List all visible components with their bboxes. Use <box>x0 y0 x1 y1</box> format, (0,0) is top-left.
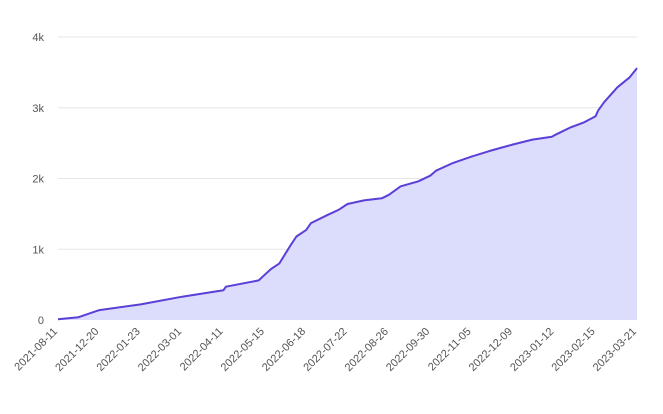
x-tick-label: 2022-09-30 <box>384 326 432 374</box>
x-tick-label: 2022-01-23 <box>95 326 143 374</box>
x-tick-label: 2022-05-15 <box>219 326 267 374</box>
x-tick-label: 2022-07-22 <box>301 326 349 374</box>
x-tick-label: 2021-12-20 <box>53 326 101 374</box>
x-tick-label: 2022-08-26 <box>343 326 391 374</box>
x-tick-label: 2023-03-21 <box>591 326 639 374</box>
x-tick-label: 2023-01-12 <box>508 326 556 374</box>
y-tick-label: 2k <box>32 174 44 186</box>
x-axis-ticks: 2021-08-112021-12-202022-01-232022-03-01… <box>12 326 639 374</box>
y-tick-label: 0 <box>38 315 44 327</box>
area-series <box>57 67 638 321</box>
x-tick-label: 2022-12-09 <box>467 326 515 374</box>
x-tick-label: 2022-03-01 <box>136 326 184 374</box>
y-tick-label: 4k <box>32 32 44 44</box>
series-line <box>57 67 638 321</box>
y-tick-label: 3k <box>32 103 44 115</box>
x-tick-label: 2022-06-18 <box>260 326 308 374</box>
y-axis-ticks: 0 1k 2k 3k 4k <box>32 32 44 327</box>
y-tick-label: 1k <box>32 244 44 256</box>
x-tick-label: 2023-02-15 <box>549 326 597 374</box>
area-fill <box>58 68 637 320</box>
